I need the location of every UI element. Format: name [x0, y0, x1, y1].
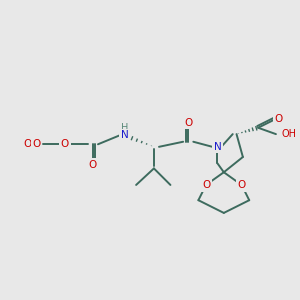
Text: O: O	[33, 139, 41, 149]
Text: N: N	[214, 142, 221, 152]
Text: H: H	[121, 123, 128, 133]
Text: OH: OH	[281, 129, 296, 139]
Text: O: O	[61, 139, 69, 149]
Text: O: O	[184, 118, 192, 128]
Text: O: O	[89, 160, 97, 170]
Text: O: O	[202, 180, 210, 190]
Text: O: O	[24, 139, 32, 149]
Text: N: N	[121, 130, 129, 140]
Text: O: O	[238, 180, 246, 190]
Text: O: O	[274, 114, 283, 124]
